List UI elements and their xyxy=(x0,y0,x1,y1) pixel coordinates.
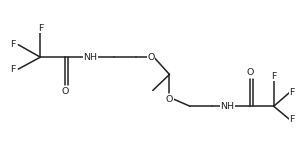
Text: NH: NH xyxy=(221,102,235,111)
Text: F: F xyxy=(10,40,16,49)
Text: F: F xyxy=(38,24,43,33)
Text: F: F xyxy=(289,88,295,97)
Text: NH: NH xyxy=(83,53,97,62)
Text: F: F xyxy=(271,72,276,81)
Text: O: O xyxy=(247,68,254,77)
Text: F: F xyxy=(289,115,295,124)
Text: O: O xyxy=(166,95,173,104)
Text: O: O xyxy=(147,53,155,62)
Text: F: F xyxy=(10,65,16,74)
Text: O: O xyxy=(62,87,69,96)
